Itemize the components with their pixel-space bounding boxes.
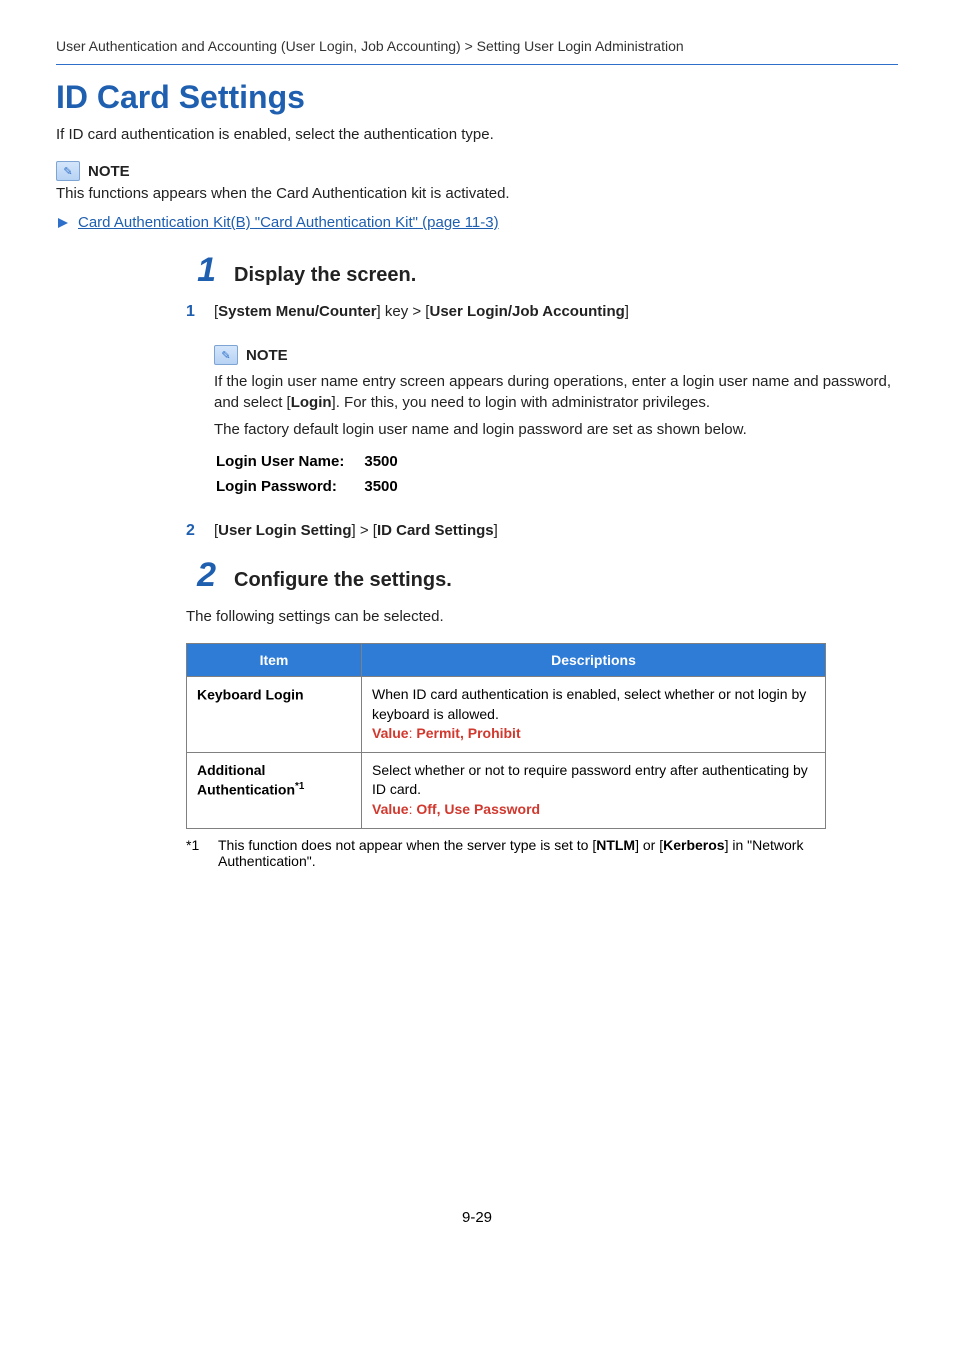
note-header: ✎ NOTE [56,161,898,181]
page-number: 9-29 [56,1209,898,1226]
settings-table: Item Descriptions Keyboard Login When ID… [186,643,826,829]
t: ]. For this, you need to login with admi… [332,394,711,411]
step-1-block: 1 Display the screen. 1 [System Menu/Cou… [186,253,898,540]
step-1-sub-2: 2 [User Login Setting] > [ID Card Settin… [186,522,898,540]
item-additional-auth: Additional Authentication*1 [187,752,362,828]
value-line: Value: Permit, Prohibit [372,725,521,741]
note-icon: ✎ [214,345,238,365]
key-user-login-setting: User Login Setting [218,522,351,539]
t: This function does not appear when the s… [218,837,596,853]
key-login: Login [291,394,332,411]
desc-additional-auth: Select whether or not to require passwor… [362,752,826,828]
value-options: Permit, Prohibit [416,725,520,741]
col-item-header: Item [187,644,362,677]
item-label: Keyboard Login [197,687,304,703]
note-para-2: The factory default login user name and … [214,419,898,440]
key-system-menu: System Menu/Counter [218,303,376,320]
item-sup: *1 [295,781,304,792]
step-1-title: Display the screen. [234,264,416,287]
page-title: ID Card Settings [56,79,898,116]
step-2-title: Configure the settings. [234,569,452,592]
step-2-header: 2 Configure the settings. [186,558,898,592]
footnote-text: This function does not appear when the s… [218,837,826,869]
t: ] or [ [635,837,663,853]
note-icon: ✎ [56,161,80,181]
xref-link-row: Card Authentication Kit(B) "Card Authent… [56,214,898,231]
item-keyboard-login: Keyboard Login [187,677,362,753]
t: ] key > [ [377,303,430,320]
login-pass-label: Login Password: [216,475,362,498]
col-desc-header: Descriptions [362,644,826,677]
arrow-right-icon [58,218,68,228]
value-line: Value: Off, Use Password [372,801,540,817]
key-kerberos: Kerberos [663,837,724,853]
step-1-sub-1: 1 [System Menu/Counter] key > [User Logi… [186,303,898,321]
desc-keyboard-login: When ID card authentication is enabled, … [362,677,826,753]
step-number-2: 2 [186,558,216,592]
note-text: This functions appears when the Card Aut… [56,185,898,202]
step-number-1: 1 [186,253,216,287]
table-row: Keyboard Login When ID card authenticati… [187,677,826,753]
step-2-intro: The following settings can be selected. [186,608,898,625]
key-ntlm: NTLM [596,837,635,853]
footnote: *1 This function does not appear when th… [186,837,826,869]
sub-num-2: 2 [186,522,200,540]
step-2-block: 2 Configure the settings. The following … [186,558,898,869]
credentials-table: Login User Name: 3500 Login Password: 35… [214,448,400,500]
value-label: Value [372,725,409,741]
step-1-header: 1 Display the screen. [186,253,898,287]
divider-rule [56,64,898,65]
breadcrumb: User Authentication and Accounting (User… [56,38,898,54]
value-options: Off, Use Password [416,801,540,817]
note-header-inner: ✎ NOTE [214,345,898,365]
note-label-inner: NOTE [246,347,288,364]
login-user-label: Login User Name: [216,450,362,473]
key-id-card-settings: ID Card Settings [377,522,494,539]
item-label: Additional Authentication [197,762,295,798]
footnote-marker: *1 [186,837,206,869]
login-pass-value: 3500 [364,475,397,498]
t: ] [625,303,629,320]
desc-text: Select whether or not to require passwor… [372,762,808,798]
login-user-value: 3500 [364,450,397,473]
intro-text: If ID card authentication is enabled, se… [56,126,898,143]
value-label: Value [372,801,409,817]
t: ] > [ [352,522,377,539]
step-1-note: ✎ NOTE If the login user name entry scre… [214,345,898,500]
sub-num-1: 1 [186,303,200,321]
table-row: Additional Authentication*1 Select wheth… [187,752,826,828]
t: ] [494,522,498,539]
desc-text: When ID card authentication is enabled, … [372,686,806,722]
sub-2-text: [User Login Setting] > [ID Card Settings… [214,522,498,539]
note-para-1: If the login user name entry screen appe… [214,371,898,413]
note-label: NOTE [88,163,130,180]
key-user-login-accounting: User Login/Job Accounting [429,303,624,320]
xref-link[interactable]: Card Authentication Kit(B) "Card Authent… [78,214,499,231]
sub-1-text: [System Menu/Counter] key > [User Login/… [214,303,629,320]
